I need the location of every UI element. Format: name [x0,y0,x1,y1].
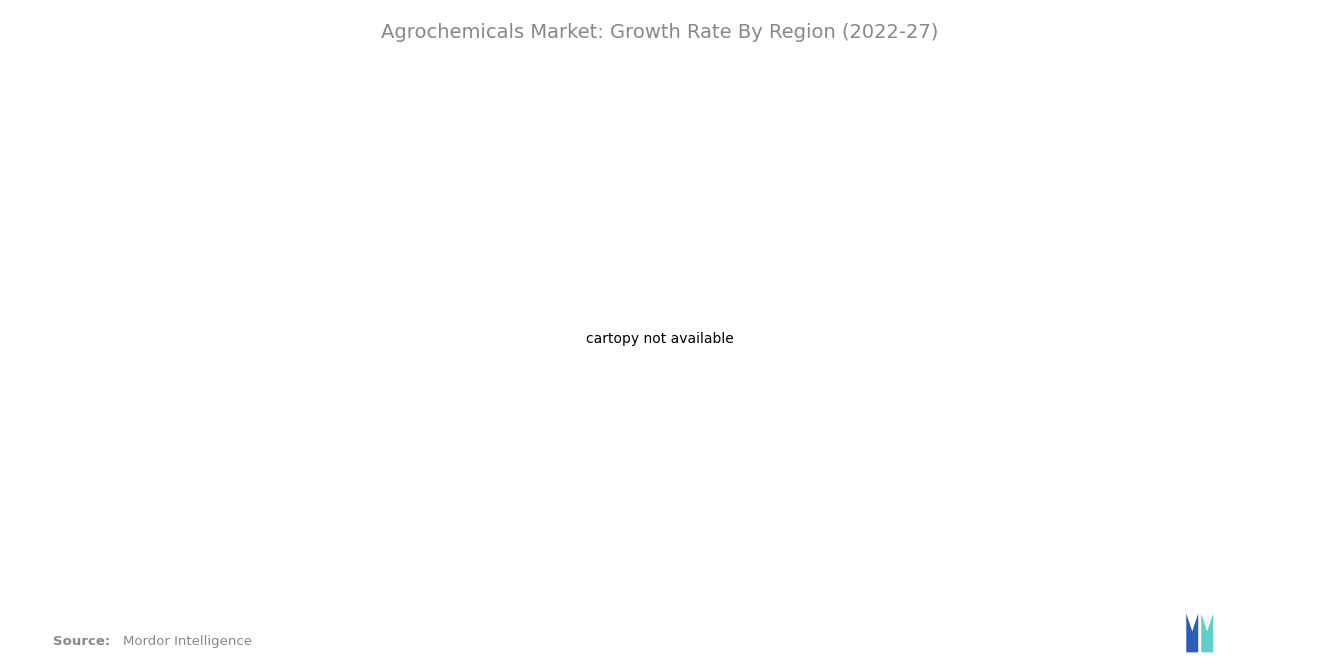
Text: Source:: Source: [53,635,110,648]
Text: Agrochemicals Market: Growth Rate By Region (2022-27): Agrochemicals Market: Growth Rate By Reg… [381,23,939,43]
Text: Mordor Intelligence: Mordor Intelligence [123,635,252,648]
Text: cartopy not available: cartopy not available [586,332,734,346]
